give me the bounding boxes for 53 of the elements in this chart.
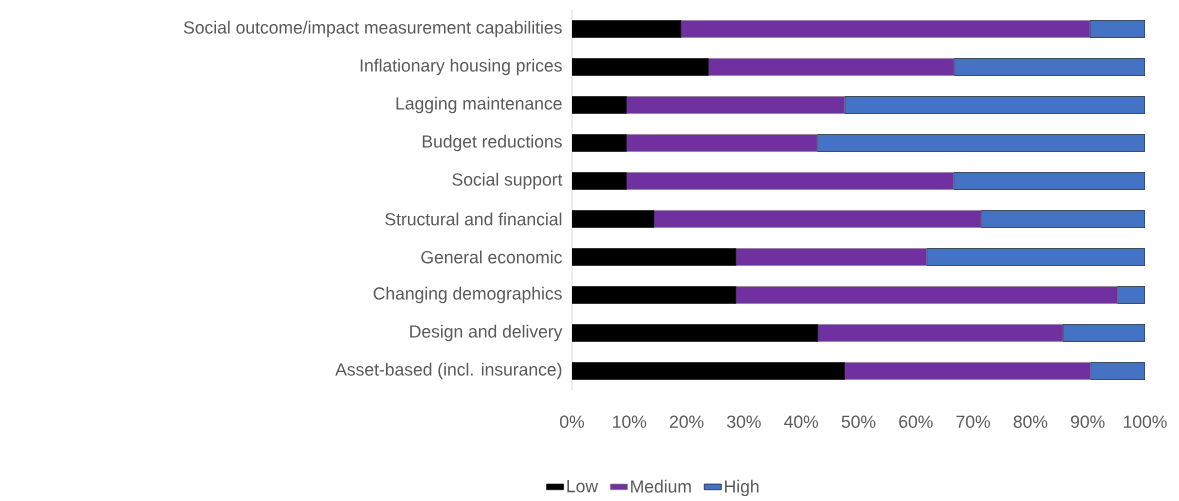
bar xyxy=(708,58,955,76)
bar xyxy=(572,248,737,266)
bar xyxy=(572,96,627,114)
bar xyxy=(1062,324,1145,342)
bar xyxy=(626,172,954,190)
y-tick-label: Lagging maintenance xyxy=(396,96,562,114)
y-tick-label: Design and delivery xyxy=(410,324,563,342)
bar xyxy=(680,20,1091,38)
bar xyxy=(953,58,1145,76)
bar xyxy=(1089,20,1145,38)
y-tick-label: Budget reductions xyxy=(422,134,562,152)
bar xyxy=(626,134,818,152)
bar xyxy=(572,210,655,228)
bar xyxy=(572,20,682,38)
x-tick-label: 100% xyxy=(1123,415,1167,428)
legend-label: Medium xyxy=(631,479,691,493)
bar xyxy=(572,286,737,304)
x-tick-label: 30% xyxy=(727,415,761,428)
bar xyxy=(1090,362,1145,380)
y-tick-label: Asset-based (incl. insurance) xyxy=(335,362,562,380)
x-tick-label: 0% xyxy=(560,415,585,428)
y-tick-label: Structural and financial xyxy=(385,212,562,226)
bar xyxy=(572,134,627,152)
bar xyxy=(926,248,1145,266)
bar xyxy=(735,248,927,266)
bar xyxy=(626,96,846,114)
bar xyxy=(653,210,982,228)
x-tick-label: 10% xyxy=(613,415,647,428)
y-tick-label: General economic xyxy=(421,250,562,264)
bar xyxy=(844,362,1091,380)
x-tick-label: 80% xyxy=(1013,415,1048,428)
y-tick-label: Inflationary housing prices xyxy=(360,58,562,76)
x-tick-label: 50% xyxy=(841,415,876,428)
bar xyxy=(572,172,627,190)
bar xyxy=(817,324,1064,342)
bar xyxy=(816,134,1145,152)
y-tick-label: Changing demographics xyxy=(373,286,562,304)
y-tick-label: Social outcome/impact measurement capabilities xyxy=(183,20,562,38)
x-tick-label: 40% xyxy=(784,415,819,428)
x-tick-label: 60% xyxy=(899,415,933,428)
bar xyxy=(572,324,819,342)
bar xyxy=(980,210,1145,228)
legend-label: High xyxy=(725,479,759,497)
x-tick-label: 20% xyxy=(669,415,704,428)
bar xyxy=(572,362,846,380)
bar xyxy=(572,58,709,76)
y-tick-label: Social support xyxy=(452,172,563,190)
bar xyxy=(735,286,1118,304)
bar xyxy=(844,96,1145,114)
legend-label: Low xyxy=(567,480,599,493)
bar xyxy=(953,172,1145,190)
x-tick-label: 70% xyxy=(956,415,990,428)
x-tick-label: 90% xyxy=(1070,415,1105,428)
